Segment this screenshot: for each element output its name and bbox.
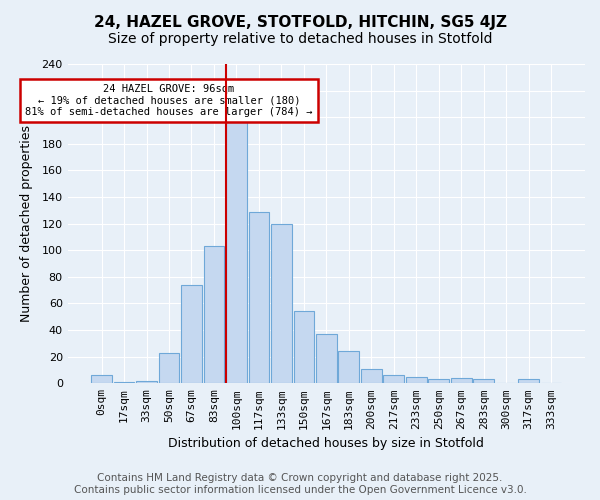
Bar (428, 380, 449, 384)
Y-axis label: Number of detached properties: Number of detached properties (20, 125, 33, 322)
Bar (136, 380, 157, 384)
Text: Size of property relative to detached houses in Stotfold: Size of property relative to detached ho… (108, 32, 492, 46)
Text: 24 HAZEL GROVE: 96sqm
← 19% of detached houses are smaller (180)
81% of semi-det: 24 HAZEL GROVE: 96sqm ← 19% of detached … (25, 84, 313, 117)
Bar (338, 352, 359, 384)
Bar (316, 334, 337, 384)
Bar (113, 382, 134, 384)
Bar (91, 376, 112, 384)
Bar (181, 285, 202, 384)
Bar (361, 368, 382, 384)
Bar (226, 117, 247, 384)
Bar (293, 312, 314, 384)
Text: Contains HM Land Registry data © Crown copyright and database right 2025.
Contai: Contains HM Land Registry data © Crown c… (74, 474, 526, 495)
Text: 24, HAZEL GROVE, STOTFOLD, HITCHIN, SG5 4JZ: 24, HAZEL GROVE, STOTFOLD, HITCHIN, SG5 … (94, 15, 506, 30)
Bar (203, 246, 224, 384)
Bar (158, 352, 179, 384)
Bar (271, 224, 292, 384)
Bar (473, 380, 494, 384)
X-axis label: Distribution of detached houses by size in Stotfold: Distribution of detached houses by size … (169, 437, 484, 450)
Bar (406, 376, 427, 384)
Bar (383, 376, 404, 384)
Bar (451, 378, 472, 384)
Bar (248, 212, 269, 384)
Bar (518, 380, 539, 384)
